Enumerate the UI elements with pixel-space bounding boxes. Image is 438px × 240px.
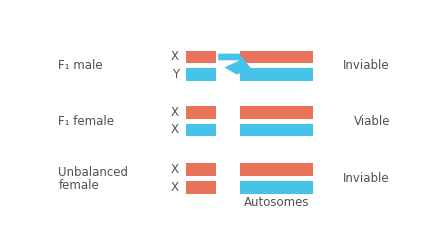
Bar xyxy=(240,106,313,119)
Bar xyxy=(185,68,216,81)
Text: female: female xyxy=(58,179,99,192)
Text: X: X xyxy=(171,50,179,64)
Bar xyxy=(185,163,216,176)
Text: F₁ male: F₁ male xyxy=(58,59,102,72)
Text: F₁ female: F₁ female xyxy=(58,115,114,128)
Bar xyxy=(240,181,313,193)
Text: Unbalanced: Unbalanced xyxy=(58,167,128,180)
Bar xyxy=(240,51,313,63)
Text: X: X xyxy=(171,123,179,137)
Text: Inviable: Inviable xyxy=(343,59,389,72)
Text: Viable: Viable xyxy=(353,115,389,128)
Bar xyxy=(185,106,216,119)
Bar xyxy=(185,181,216,193)
Text: Inviable: Inviable xyxy=(343,172,389,185)
Text: Y: Y xyxy=(172,68,179,81)
Bar xyxy=(240,163,313,176)
Bar xyxy=(240,68,313,81)
Bar xyxy=(185,51,216,63)
Text: X: X xyxy=(171,181,179,194)
Text: Autosomes: Autosomes xyxy=(244,196,309,209)
Text: X: X xyxy=(171,163,179,176)
Polygon shape xyxy=(218,54,251,75)
Bar xyxy=(185,124,216,136)
Bar xyxy=(240,124,313,136)
Text: X: X xyxy=(171,106,179,119)
